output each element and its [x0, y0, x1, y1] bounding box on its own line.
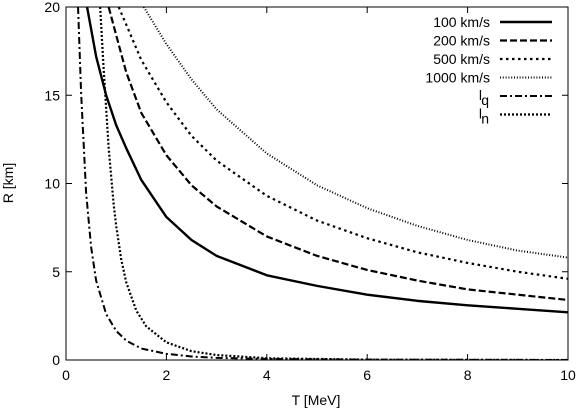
legend-label: 100 km/s: [433, 14, 490, 30]
y-tick-label: 0: [52, 352, 60, 368]
legend-label: l: [479, 106, 482, 122]
series-line-4: [77, 7, 568, 360]
legend-label: 200 km/s: [433, 33, 490, 49]
series-line-2: [117, 7, 568, 280]
x-tick-label: 10: [560, 367, 576, 383]
series-layer: [77, 7, 568, 360]
x-tick-label: 4: [263, 367, 271, 383]
legend-label: l: [479, 87, 482, 103]
series-line-0: [85, 7, 568, 314]
x-axis-label: T [MeV]: [292, 392, 341, 408]
tick-layer: 0 2 4 6 8 10 0 5 10 15 20: [44, 0, 576, 383]
y-tick-label: 15: [44, 87, 60, 103]
x-tick-label: 6: [363, 367, 371, 383]
legend-item: 1000 km/s: [425, 70, 552, 86]
legend-label-subscript: q: [481, 92, 489, 108]
x-tick-label: 0: [62, 367, 70, 383]
y-tick-label: 5: [52, 264, 60, 280]
legend-item: 100 km/s: [433, 14, 552, 30]
x-tick-label: 8: [464, 367, 472, 383]
y-tick-label: 20: [44, 0, 60, 15]
legend-item: 500 km/s: [433, 51, 552, 67]
series-line-5: [99, 7, 568, 360]
series-line-1: [107, 7, 568, 302]
series-line-3: [142, 7, 568, 259]
legend-item: 200 km/s: [433, 33, 552, 49]
legend-label: 1000 km/s: [425, 70, 490, 86]
legend-label-subscript: n: [481, 111, 489, 127]
x-tick-label: 2: [163, 367, 171, 383]
y-axis-label: R [km]: [0, 163, 16, 203]
legend-label: 500 km/s: [433, 51, 490, 67]
y-tick-label: 10: [44, 176, 60, 192]
